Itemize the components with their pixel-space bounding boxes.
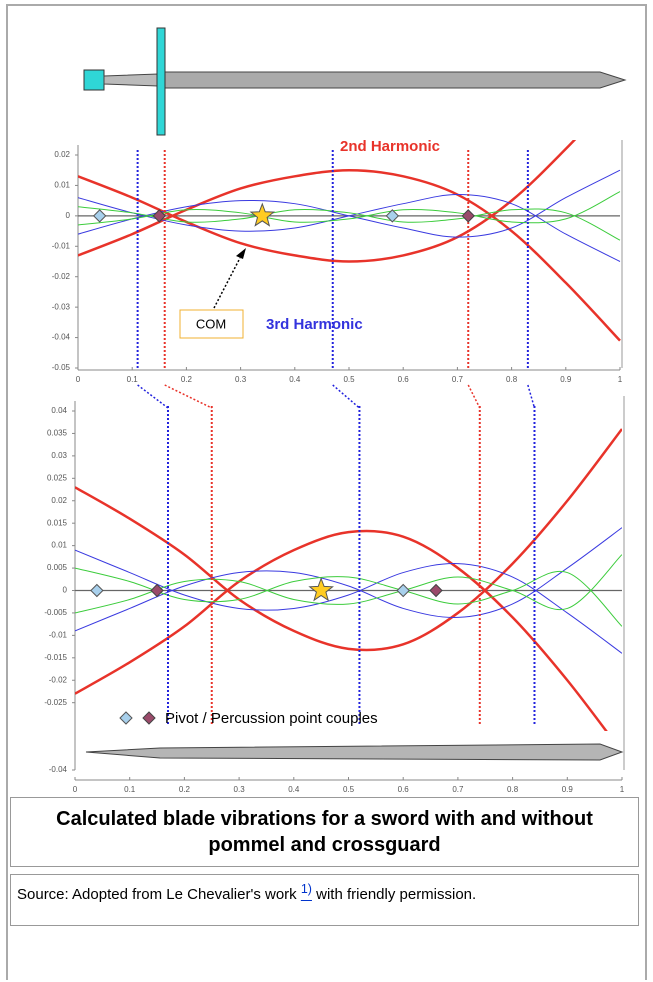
x-tick-label: 0.3: [235, 375, 247, 384]
y-tick-label: 0.015: [47, 518, 68, 527]
x-tick-label: 0.3: [234, 785, 246, 794]
x-tick-label: 0.5: [343, 785, 355, 794]
y-tick-label: -0.04: [52, 333, 71, 342]
x-tick-label: 0.1: [127, 375, 139, 384]
connector: [165, 385, 212, 408]
y-tick-label: -0.015: [44, 653, 67, 662]
x-tick-label: 0.4: [289, 375, 301, 384]
x-tick-label: 0.6: [398, 375, 410, 384]
x-tick-label: 0.8: [507, 785, 519, 794]
x-tick-label: 0.5: [343, 375, 355, 384]
x-tick-label: 0.7: [452, 785, 464, 794]
x-tick-label: 0.7: [452, 375, 464, 384]
curve: [75, 550, 622, 653]
y-tick-label: -0.02: [52, 272, 71, 281]
sword-with-guard: [84, 28, 625, 135]
y-tick-label: -0.04: [49, 765, 68, 774]
y-tick-label: 0.01: [54, 181, 70, 190]
y-tick-label: -0.01: [52, 241, 71, 250]
y-tick-label: 0.01: [51, 541, 67, 550]
connector: [528, 385, 535, 408]
y-tick-label: 0.02: [54, 150, 70, 159]
com-arrow: [214, 258, 240, 308]
percussion-marker: [462, 210, 474, 222]
page: 0.02 0.01 0 -0.01 -0.02 -0.03 -0.04 -0.05 0 0.1 0.…: [0, 0, 653, 982]
legend-text: Pivot / Percussion point couples: [165, 710, 378, 727]
y-tick-label: 0: [66, 211, 71, 220]
y-tick-label: 0: [63, 586, 68, 595]
x-tick-label: 0.2: [179, 785, 191, 794]
legend-pivot: [120, 712, 132, 724]
y-tick-label: -0.025: [44, 698, 67, 707]
com-marker: [310, 579, 333, 601]
y-tick-label: 0.04: [51, 406, 67, 415]
source-tail: with friendly permission.: [316, 886, 476, 903]
y-tick-label: -0.02: [49, 675, 68, 684]
pivot-marker: [91, 585, 103, 597]
annotation-3rd: 3rd Harmonic: [266, 316, 363, 333]
y-tick-label: 0.03: [51, 451, 67, 460]
connector: [138, 385, 168, 408]
y-tick-label: -0.01: [49, 630, 68, 639]
y-tick-label: -0.03: [52, 302, 71, 311]
x-tick-label: 0.6: [398, 785, 410, 794]
com-arrowhead: [236, 248, 246, 259]
pivot-marker: [94, 210, 106, 222]
curve: [75, 528, 622, 631]
y-tick-label: 0.035: [47, 429, 68, 438]
x-tick-label: 0.9: [560, 375, 572, 384]
footnote-link[interactable]: 1): [301, 886, 312, 903]
caption: Calculated blade vibrations for a sword …: [10, 797, 639, 867]
x-tick-label: 0.2: [181, 375, 193, 384]
y-tick-label: 0.02: [51, 496, 67, 505]
connector: [468, 385, 480, 408]
x-tick-label: 0.9: [562, 785, 574, 794]
curve: [75, 429, 622, 650]
y-tick-label: -0.005: [44, 608, 67, 617]
percussion-marker: [430, 585, 442, 597]
annotation-2nd: 2nd Harmonic: [340, 138, 440, 155]
connector: [333, 385, 360, 408]
curve: [78, 195, 620, 262]
source: Source: Adopted from Le Chevalier's work…: [10, 874, 639, 926]
x-tick-label: 0: [73, 785, 78, 794]
com-marker: [251, 204, 274, 226]
legend-percussion: [143, 712, 155, 724]
y-tick-label: -0.05: [52, 363, 71, 372]
x-tick-label: 0.8: [506, 375, 518, 384]
sword-bare: [86, 744, 622, 760]
figure: 0.02 0.01 0 -0.01 -0.02 -0.03 -0.04 -0.05 0 0.1 0.…: [0, 0, 653, 795]
x-tick-label: 0.1: [124, 785, 136, 794]
curve: [78, 170, 620, 237]
footnote-ref[interactable]: 1): [301, 882, 312, 896]
source-text: Source: Adopted from Le Chevalier's work: [17, 886, 297, 903]
x-tick-label: 0: [76, 375, 81, 384]
pivot-marker: [397, 585, 409, 597]
x-tick-label: 1: [620, 785, 625, 794]
com-label: COM: [196, 316, 226, 331]
y-tick-label: 0.025: [47, 473, 68, 482]
x-tick-label: 0.4: [288, 785, 300, 794]
x-tick-label: 1: [618, 375, 623, 384]
y-tick-label: 0.005: [47, 563, 68, 572]
